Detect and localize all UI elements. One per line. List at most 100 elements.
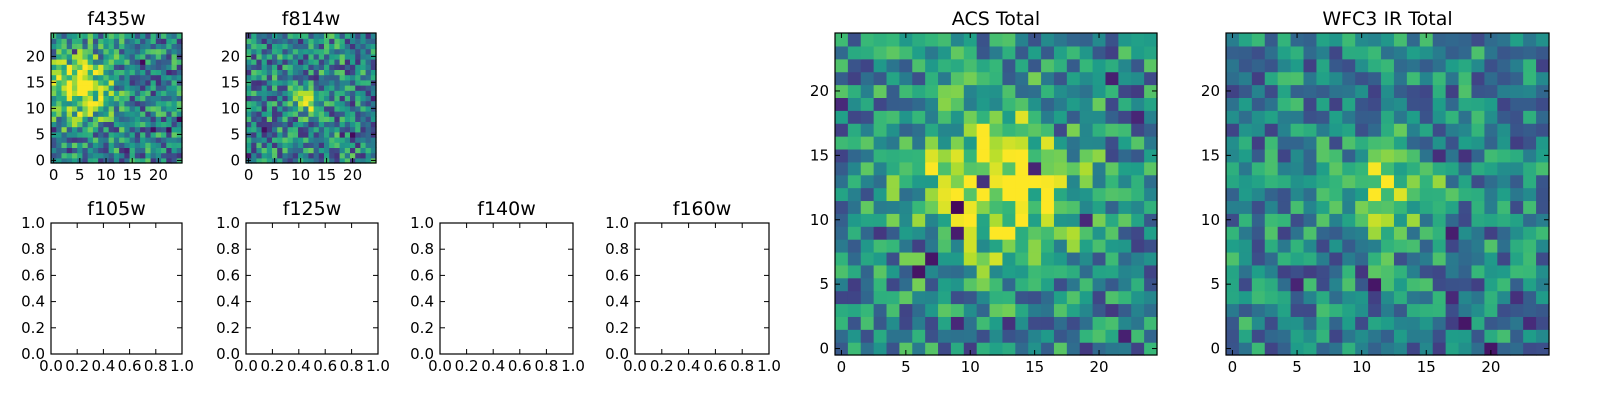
heatmap-cell: [145, 90, 152, 96]
axes-frame: [50, 32, 183, 164]
heatmap-cell: [1316, 58, 1330, 73]
heatmap-cell: [1536, 251, 1550, 266]
heatmap-cell: [171, 74, 178, 81]
heatmap-cell: [1066, 329, 1081, 343]
heatmap-cell: [938, 45, 952, 60]
heatmap-cell: [1015, 290, 1029, 305]
heatmap-cell: [925, 33, 939, 47]
heatmap-cell: [277, 69, 283, 76]
heatmap-cell: [1381, 148, 1395, 163]
heatmap-cell: [98, 74, 104, 81]
heatmap-cell: [66, 48, 73, 55]
heatmap-cell: [103, 121, 110, 128]
heatmap-cell: [365, 79, 372, 86]
heatmap-cell: [370, 85, 377, 91]
heatmap-cell: [1105, 71, 1119, 86]
heatmap-cell: [145, 137, 152, 143]
heatmap-cell: [899, 187, 913, 202]
heatmap-cell: [298, 111, 304, 117]
heatmap-cell: [1329, 45, 1343, 60]
heatmap-cell: [77, 142, 84, 148]
heatmap-cell: [329, 137, 335, 143]
heatmap-cell: [1355, 264, 1369, 279]
heatmap-cell: [925, 174, 939, 189]
heatmap-cell: [318, 85, 325, 91]
heatmap-cell: [1445, 148, 1460, 163]
heatmap-cell: [150, 142, 157, 148]
heatmap-cell: [886, 329, 900, 343]
heatmap-cell: [155, 74, 162, 81]
heatmap-cell: [129, 74, 136, 81]
heatmap-cell: [140, 43, 146, 50]
heatmap-cell: [1342, 329, 1356, 343]
heatmap-cell: [1053, 97, 1068, 111]
heatmap-cell: [1002, 239, 1016, 253]
heatmap-cell: [847, 58, 862, 73]
heatmap-cell: [1079, 45, 1094, 60]
heatmap-cell: [308, 64, 315, 70]
heatmap-cell: [176, 95, 183, 102]
heatmap-cell: [77, 137, 84, 143]
heatmap-cell: [339, 69, 346, 76]
heatmap-cell: [1406, 213, 1421, 227]
heatmap-cell: [873, 84, 888, 98]
heatmap-cell: [1144, 136, 1158, 150]
heatmap-cell: [119, 105, 125, 112]
heatmap-cell: [1144, 239, 1158, 253]
heatmap-cell: [92, 74, 99, 81]
heatmap-cell: [92, 142, 99, 148]
heatmap-cell: [1002, 58, 1016, 73]
heatmap-cell: [176, 43, 183, 50]
heatmap-cell: [1002, 97, 1016, 111]
heatmap-cell: [886, 84, 900, 98]
heatmap-cell: [847, 84, 862, 98]
heatmap-cell: [176, 100, 183, 107]
heatmap-cell: [1523, 45, 1537, 60]
x-tick-label: 0.4: [91, 357, 115, 375]
heatmap-cell: [1471, 303, 1485, 317]
heatmap-cell: [860, 174, 875, 189]
heatmap-cell: [272, 137, 278, 143]
heatmap-cell: [1066, 316, 1081, 330]
heatmap-cell: [1368, 123, 1382, 137]
heatmap-cell: [87, 105, 94, 112]
heatmap-cell: [176, 90, 183, 96]
heatmap-cell: [56, 85, 63, 91]
heatmap-cell: [298, 43, 304, 50]
heatmap-cell: [1092, 342, 1107, 356]
heatmap-cell: [1303, 239, 1318, 253]
heatmap-cell: [1432, 226, 1447, 240]
heatmap-cell: [61, 100, 68, 107]
heatmap-cell: [1144, 97, 1158, 111]
heatmap-cell: [324, 43, 330, 50]
heatmap-cell: [1419, 342, 1434, 356]
heatmap-cell: [1406, 33, 1421, 47]
heatmap-cell: [61, 59, 68, 65]
axes-frame: [439, 222, 574, 355]
heatmap-cell: [1290, 161, 1305, 176]
heatmap-cell: [360, 131, 367, 138]
heatmap-cell: [272, 116, 278, 122]
heatmap-cell: [1290, 33, 1305, 47]
heatmap-cell: [1497, 239, 1511, 253]
heatmap-cell: [1277, 342, 1292, 356]
heatmap-cell: [129, 95, 136, 102]
heatmap-cell: [938, 342, 952, 356]
heatmap-cell: [77, 147, 84, 154]
heatmap-cell: [145, 79, 152, 86]
heatmap-cell: [282, 79, 289, 86]
heatmap-cell: [1471, 33, 1485, 47]
heatmap-cell: [124, 137, 131, 143]
heatmap-cell: [56, 38, 63, 44]
heatmap-cell: [51, 137, 57, 143]
heatmap-cell: [298, 53, 304, 60]
heatmap-cell: [166, 142, 173, 148]
heatmap-cell: [1419, 123, 1434, 137]
heatmap-cell: [246, 74, 252, 81]
heatmap-cell: [87, 152, 94, 159]
heatmap-cell: [1497, 110, 1511, 124]
heatmap-cell: [360, 121, 367, 128]
heatmap-cell: [1015, 316, 1029, 330]
heatmap-cell: [61, 137, 68, 143]
